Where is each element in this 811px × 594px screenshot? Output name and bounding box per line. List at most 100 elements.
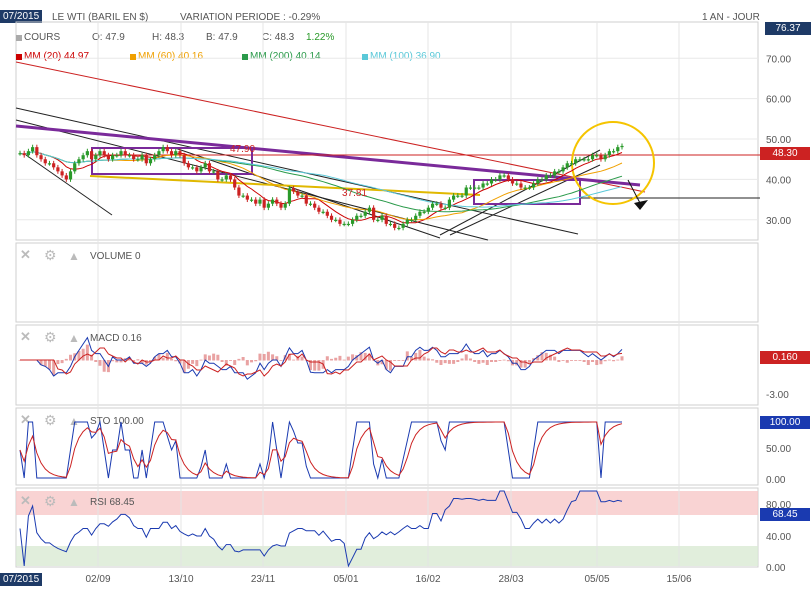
high-annotation: 47.90 xyxy=(230,144,255,155)
macd-histogram-bar xyxy=(127,358,131,361)
candle-body xyxy=(595,155,599,157)
candle-body xyxy=(548,175,553,177)
macd-histogram-bar xyxy=(384,360,388,370)
candle-body xyxy=(169,151,174,156)
candle-body xyxy=(224,175,228,180)
macd-histogram-bar xyxy=(233,360,237,365)
candle-body xyxy=(393,223,397,228)
candle-body xyxy=(329,215,334,220)
candle-body xyxy=(409,219,414,222)
macd-histogram-bar xyxy=(228,360,232,361)
ma60-settings-icon[interactable] xyxy=(130,54,136,60)
price-tick: 70.00 xyxy=(766,54,791,65)
macd-histogram-bar xyxy=(574,360,578,361)
rsi-label: RSI 68.45 xyxy=(90,497,135,508)
macd-histogram-bar xyxy=(405,351,409,361)
macd-settings-icon: ⚙ xyxy=(44,329,57,345)
candle-body xyxy=(443,207,447,209)
candle-body xyxy=(127,155,132,157)
macd-histogram-bar xyxy=(250,360,254,363)
arrow-line xyxy=(627,179,641,204)
candle-body xyxy=(68,171,73,180)
macd-histogram-bar xyxy=(69,354,73,361)
macd-histogram-bar xyxy=(388,360,392,371)
sto-d-line xyxy=(19,421,623,479)
sto-move-icon: ▲ xyxy=(68,414,80,428)
sto-label: STO 100.00 xyxy=(90,416,144,427)
candle-body xyxy=(212,171,216,173)
ma60-legend[interactable]: MM (60) 40.16 xyxy=(138,51,203,62)
macd-histogram-bar xyxy=(532,358,536,361)
candle-body xyxy=(157,151,161,156)
panel-frame-3 xyxy=(15,407,759,486)
macd-histogram-bar xyxy=(410,357,414,361)
ma20-legend[interactable]: MM (20) 44.97 xyxy=(24,51,89,62)
period-label[interactable]: 1 AN - JOUR xyxy=(702,12,760,23)
top-price-tag: 76.37 xyxy=(765,22,811,35)
candle-body xyxy=(498,175,502,180)
macd-histogram-bar xyxy=(447,360,451,364)
price-tick: 40.00 xyxy=(766,175,791,186)
candle-body xyxy=(430,203,435,208)
macd-histogram-bar xyxy=(578,360,582,361)
macd-histogram-bar xyxy=(452,360,456,364)
legend-icons xyxy=(16,35,368,60)
macd-histogram-bar xyxy=(313,360,317,371)
macd-histogram-bar xyxy=(468,358,472,361)
ma200-settings-icon[interactable] xyxy=(242,54,248,60)
candle-body xyxy=(603,155,607,160)
macd-histogram-bar xyxy=(346,356,350,361)
ma100-settings-icon[interactable] xyxy=(362,54,368,60)
macd-histogram-bar xyxy=(363,352,367,361)
candle-body xyxy=(35,147,39,156)
macd-histogram-bar xyxy=(207,355,211,361)
macd-histogram-bar xyxy=(414,352,418,361)
candle-body xyxy=(439,203,443,208)
ma20-settings-icon[interactable] xyxy=(16,54,22,60)
macd-histogram-bar xyxy=(111,360,115,362)
macd-histogram-bar xyxy=(464,354,468,361)
macd-histogram-bar xyxy=(553,356,557,361)
macd-histogram-bar xyxy=(355,355,359,361)
candle-body xyxy=(397,227,401,230)
rsi-tick-40: 40.00 xyxy=(766,532,791,543)
close-value: C: 48.3 xyxy=(262,32,295,43)
candle-body xyxy=(77,159,81,164)
ma200-legend[interactable]: MM (200) 40.14 xyxy=(250,51,321,62)
candle-body xyxy=(477,187,481,189)
ma-line-3 xyxy=(19,151,623,208)
candles xyxy=(18,143,624,231)
candle-body xyxy=(481,183,485,188)
mid-annotation: 37.81 xyxy=(342,188,367,199)
ma-line-2 xyxy=(19,151,623,213)
candle-body xyxy=(561,167,565,172)
last-price-tag: 48.30 xyxy=(760,147,810,160)
macd-histogram-bar xyxy=(591,360,595,362)
macd-histogram-bar xyxy=(523,360,527,368)
instrument-title: LE WTI (BARIL EN $) xyxy=(52,12,149,23)
candle-body xyxy=(363,211,367,216)
candle-body xyxy=(207,163,212,172)
macd-histogram-bar xyxy=(422,356,426,361)
macd-histogram-bar xyxy=(94,360,98,362)
macd-histogram-bar xyxy=(115,360,119,363)
candle-body xyxy=(258,199,262,204)
macd-histogram-bar xyxy=(330,358,334,361)
uptrend-line-1 xyxy=(439,149,601,236)
macd-histogram-bar xyxy=(494,360,498,362)
candle-body xyxy=(98,151,102,156)
macd-histogram-bar xyxy=(456,360,460,362)
macd-histogram-bar xyxy=(224,360,228,366)
macd-histogram-bar xyxy=(271,354,275,361)
candle-body xyxy=(161,147,165,152)
high-value: H: 48.3 xyxy=(152,32,185,43)
cours-settings-icon[interactable] xyxy=(16,35,22,41)
macd-histogram-bar xyxy=(191,360,195,364)
indicators: -3.00 50.00 0.00 80.00 40.00 0.00 xyxy=(18,336,791,574)
candle-body xyxy=(31,147,35,152)
candle-body xyxy=(43,159,47,164)
candle-body xyxy=(380,215,384,220)
macd-histogram-bar xyxy=(170,358,174,361)
macd-histogram-bar xyxy=(123,358,127,361)
candle-body xyxy=(102,151,106,156)
